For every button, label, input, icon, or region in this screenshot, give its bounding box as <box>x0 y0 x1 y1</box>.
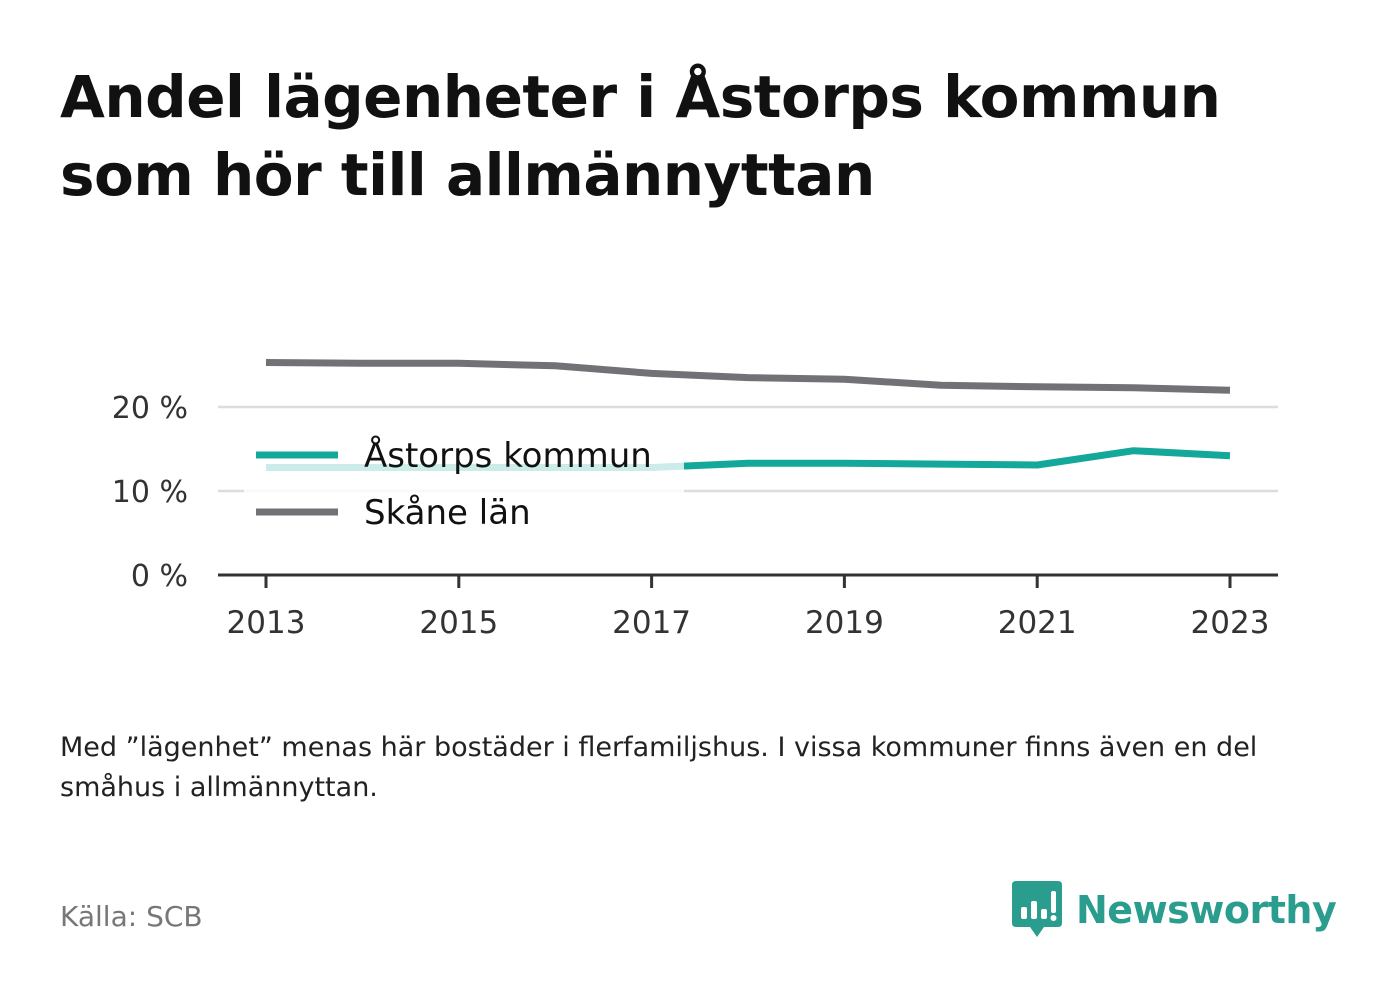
y-tick-label: 10 % <box>112 475 188 510</box>
legend-label: Åstorps kommun <box>364 435 652 476</box>
legend-background <box>244 424 684 542</box>
x-tick-label: 2017 <box>612 605 691 641</box>
x-tick-label: 2021 <box>998 605 1077 641</box>
brand-name: Newsworthy <box>1076 888 1337 932</box>
chart-title: Andel lägenheter i Åstorps kommun som hö… <box>60 63 1221 209</box>
brand-logo: Newsworthy <box>1010 878 1337 942</box>
x-axis-ticks: 2013 2015 2017 2019 2021 2023 <box>227 575 1270 641</box>
legend-label: Skåne län <box>364 493 531 533</box>
x-tick-label: 2023 <box>1191 605 1270 641</box>
series-line <box>265 359 1231 394</box>
y-tick-label: 0 % <box>131 559 188 594</box>
x-tick-label: 2013 <box>227 605 306 641</box>
y-axis-tick-labels: 0 % 10 % 20 % <box>112 391 188 594</box>
newsworthy-logo-icon <box>1012 881 1062 937</box>
x-tick-label: 2015 <box>419 605 498 641</box>
chart-note: Med ”lägenhet” menas här bostäder i fler… <box>60 732 1258 803</box>
x-tick-label: 2019 <box>805 605 884 641</box>
legend: Åstorps kommun Skåne län <box>256 435 652 533</box>
y-tick-label: 20 % <box>112 391 188 426</box>
source-label: Källa: SCB <box>60 900 203 933</box>
